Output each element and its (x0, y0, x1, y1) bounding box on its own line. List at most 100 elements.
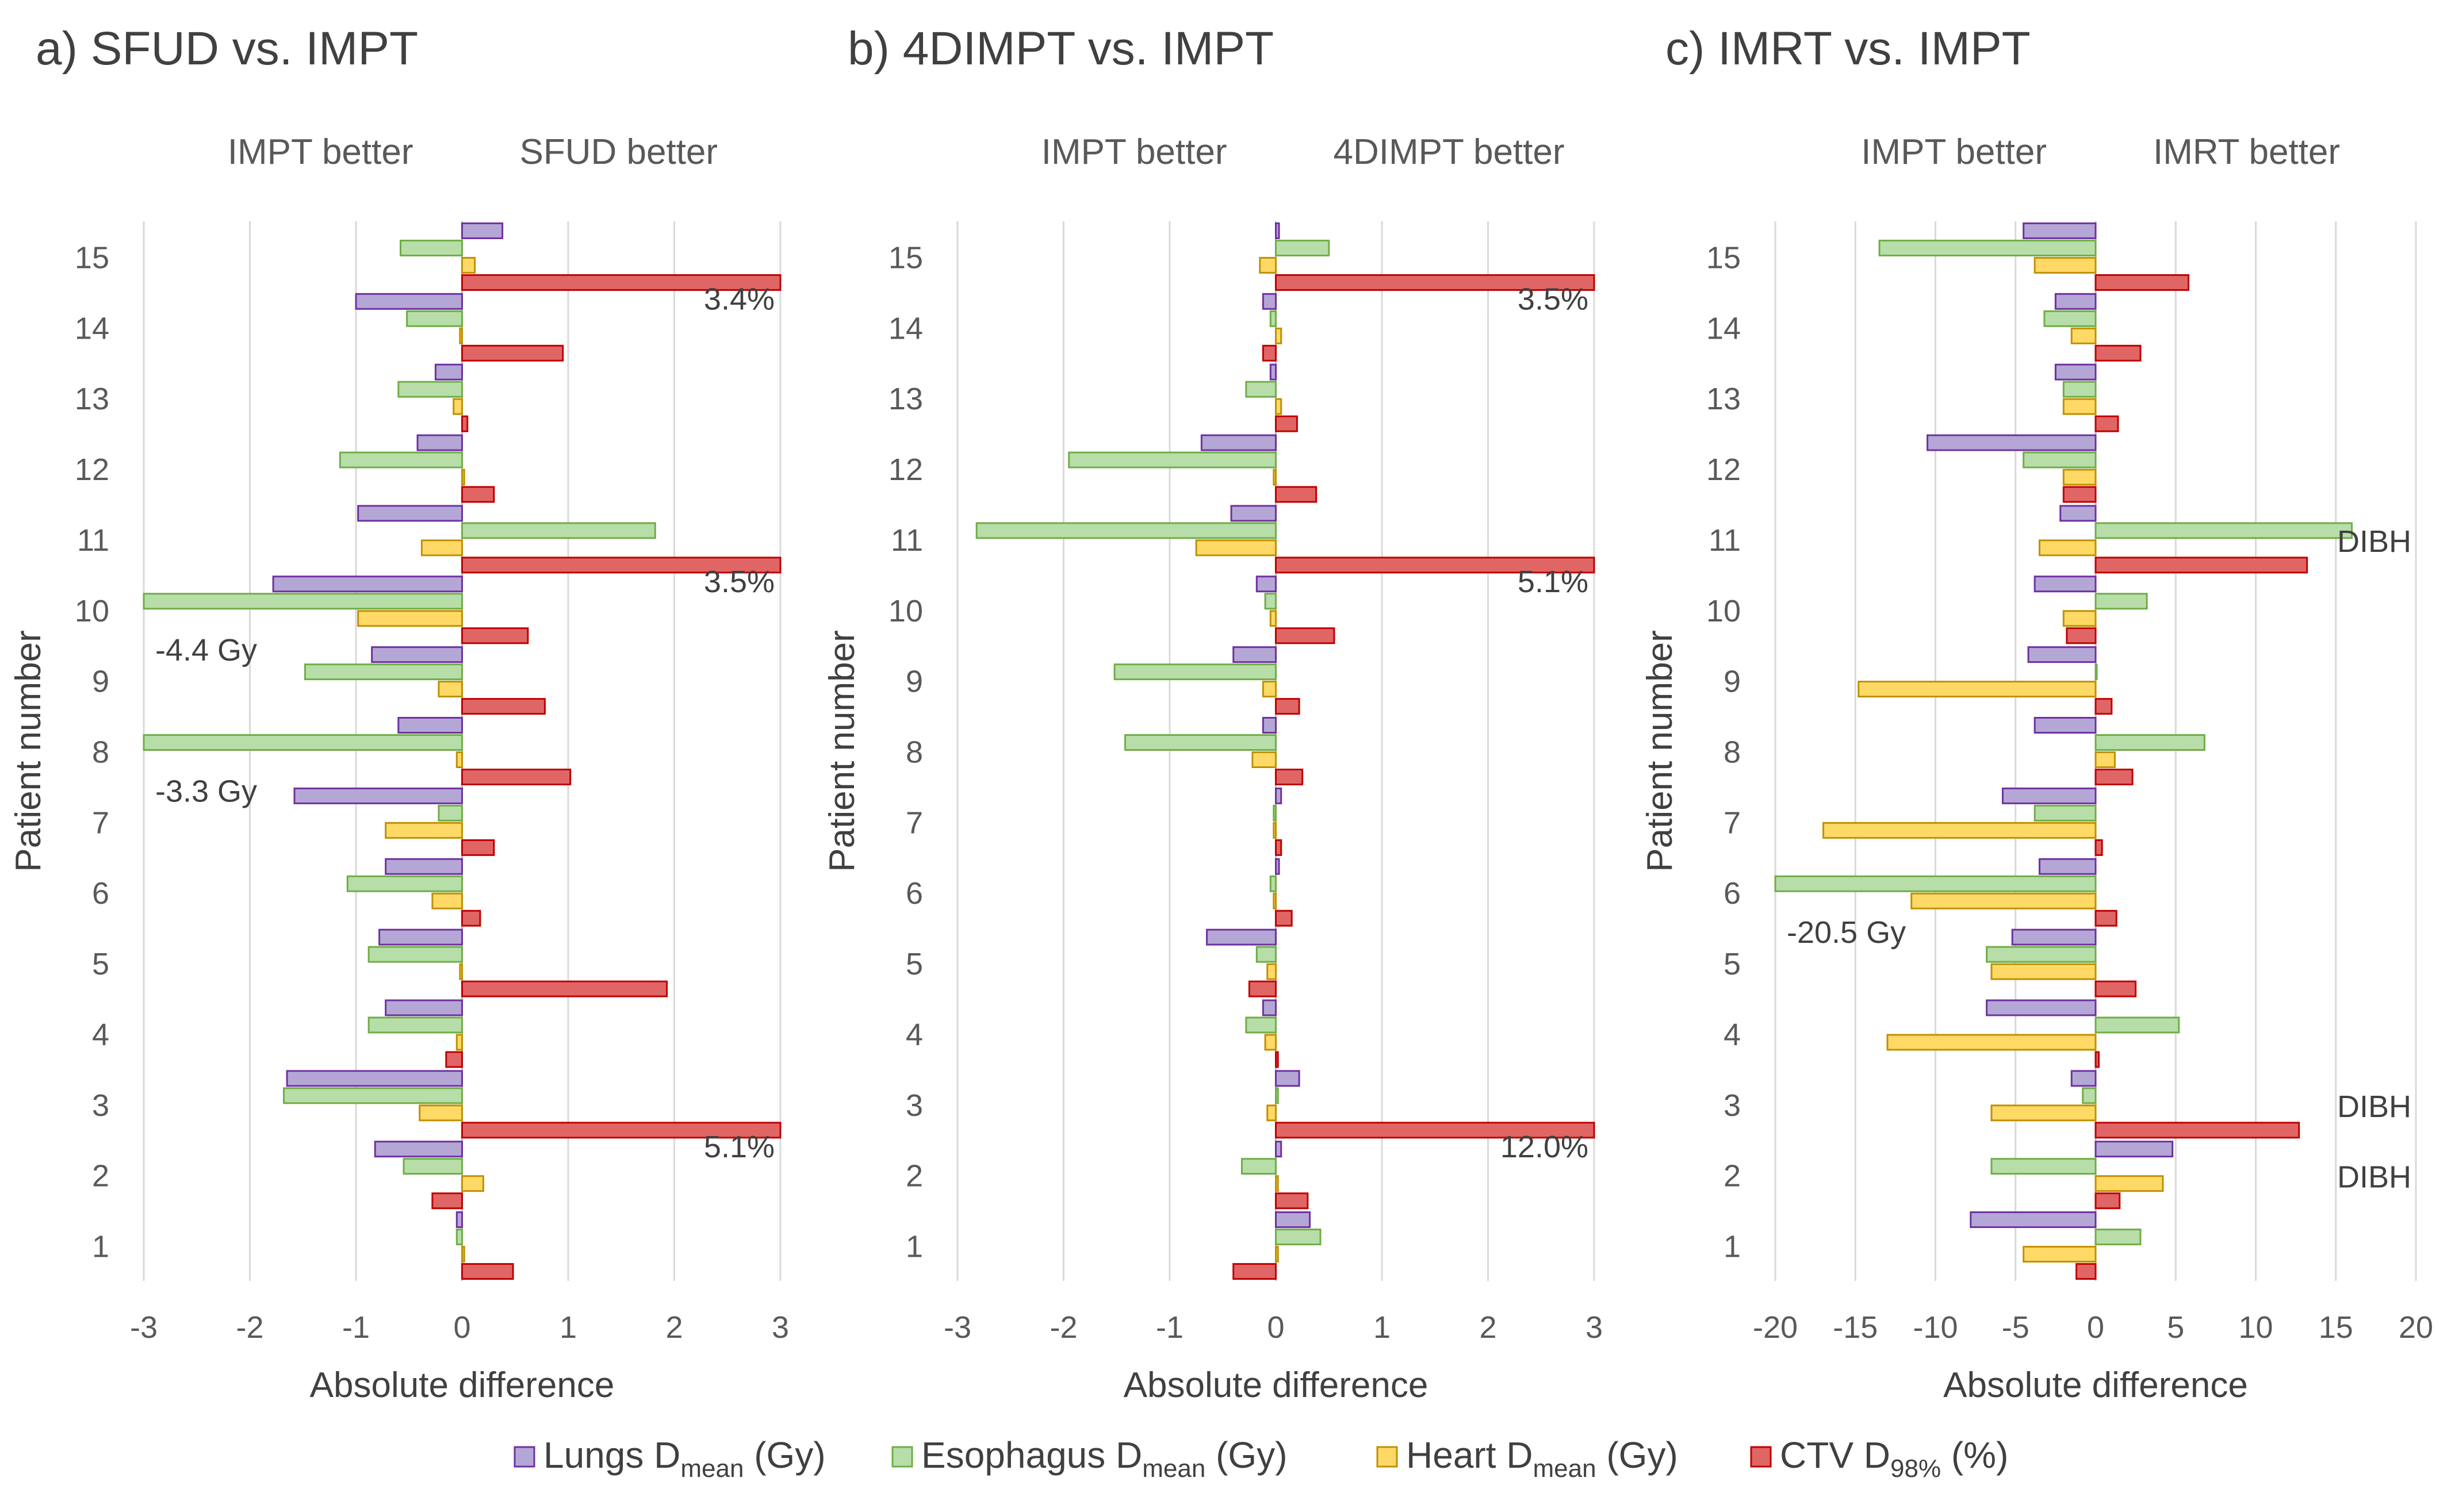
bar-ctv-patient-1 (1232, 1263, 1277, 1280)
bar-heart-patient-5 (459, 963, 463, 980)
bar-lungs-patient-5 (1206, 928, 1277, 946)
x-tick-label: -1 (342, 1310, 370, 1345)
panel-title: a) SFUD vs. IMPT (36, 22, 418, 75)
bar-ctv-patient-9 (2094, 698, 2113, 715)
y-tick-label: 4 (906, 1018, 923, 1052)
y-axis-title: Patient number (1640, 630, 1680, 872)
bar-esophagus-patient-7 (438, 804, 463, 822)
bar-lungs-patient-7 (1275, 787, 1282, 804)
bar-heart-patient-6 (1910, 892, 2097, 909)
bar-esophagus-patient-5 (367, 946, 464, 963)
bar-esophagus-patient-6 (1774, 875, 2097, 892)
y-tick-label: 7 (906, 805, 923, 840)
bar-lungs-patient-4 (1986, 999, 2097, 1016)
annotation-label: -20.5 Gy (1787, 915, 1906, 950)
bar-lungs-patient-2 (1275, 1141, 1282, 1158)
bar-esophagus-patient-5 (1255, 946, 1277, 963)
bar-ctv-patient-13 (1275, 415, 1298, 432)
bar-ctv-patient-3 (1275, 1122, 1595, 1139)
bar-ctv-patient-12 (1275, 486, 1318, 503)
bar-ctv-patient-7 (2094, 839, 2103, 856)
y-tick-label: 14 (889, 311, 923, 346)
bar-lungs-patient-3 (286, 1070, 463, 1087)
bar-esophagus-patient-13 (397, 381, 463, 398)
y-tick-label: 13 (1706, 382, 1741, 416)
bar-ctv-patient-3 (2094, 1122, 2300, 1139)
bar-ctv-patient-9 (461, 698, 546, 715)
bar-ctv-patient-13 (2094, 415, 2119, 432)
bar-heart-patient-13 (453, 398, 463, 415)
bar-ctv-patient-5 (1248, 980, 1277, 997)
bar-esophagus-patient-12 (1068, 451, 1277, 469)
bar-ctv-patient-2 (1275, 1192, 1309, 1210)
bar-heart-patient-9 (438, 681, 463, 698)
bar-lungs-patient-14 (2054, 293, 2097, 310)
bar-lungs-patient-9 (371, 646, 463, 663)
left-better-label: IMPT better (228, 132, 413, 172)
bar-lungs-patient-13 (1269, 363, 1277, 381)
legend-swatch-heart (1376, 1446, 1398, 1468)
panel-title: c) IMRT vs. IMPT (1665, 22, 2031, 75)
x-tick-label: 1 (560, 1310, 577, 1345)
x-tick-label: -2 (236, 1310, 263, 1345)
bar-heart-patient-11 (420, 539, 464, 557)
legend-swatch-esophagus (891, 1446, 913, 1468)
bar-esophagus-patient-3 (2082, 1087, 2097, 1104)
bar-esophagus-patient-12 (339, 451, 464, 469)
bar-lungs-patient-4 (1262, 999, 1277, 1016)
bar-esophagus-patient-15 (1878, 239, 2097, 256)
bar-ctv-patient-15 (2094, 274, 2190, 291)
y-tick-label: 5 (906, 947, 923, 981)
bar-heart-patient-6 (1273, 892, 1277, 909)
bar-heart-patient-14 (2070, 327, 2097, 344)
bar-esophagus-patient-14 (1269, 310, 1277, 327)
bar-heart-patient-8 (455, 751, 464, 768)
y-tick-label: 9 (906, 665, 923, 699)
bar-ctv-patient-8 (461, 769, 572, 785)
bar-heart-patient-15 (461, 256, 476, 274)
y-tick-label: 4 (1724, 1018, 1741, 1052)
bar-heart-patient-4 (455, 1034, 464, 1051)
x-tick-label: 5 (2167, 1310, 2184, 1345)
panel-title: b) 4DIMPT vs. IMPT (848, 22, 1274, 75)
bar-ctv-patient-5 (461, 980, 668, 997)
bar-heart-patient-9 (1262, 681, 1277, 698)
bar-esophagus-patient-2 (403, 1158, 464, 1175)
x-tick-label: -20 (1753, 1310, 1798, 1345)
bar-lungs-patient-8 (397, 717, 463, 734)
bar-heart-patient-3 (1990, 1104, 2097, 1122)
right-better-label: SFUD better (520, 132, 718, 172)
bar-lungs-patient-1 (1275, 1211, 1311, 1229)
bar-esophagus-patient-11 (461, 522, 656, 539)
x-tick-label: 2 (1479, 1310, 1496, 1345)
bar-esophagus-patient-1 (1275, 1229, 1322, 1246)
bar-heart-patient-15 (2033, 256, 2097, 274)
bar-ctv-patient-7 (461, 839, 495, 856)
y-tick-label: 1 (1724, 1230, 1741, 1264)
y-tick-label: 15 (75, 240, 109, 275)
bar-esophagus-patient-10 (1264, 593, 1277, 610)
bar-lungs-patient-9 (1232, 646, 1277, 663)
bar-ctv-patient-4 (2094, 1051, 2100, 1068)
bar-heart-patient-12 (2062, 469, 2097, 486)
bar-lungs-patient-6 (2039, 858, 2097, 875)
bar-esophagus-patient-4 (367, 1016, 464, 1034)
bar-esophagus-patient-1 (455, 1229, 464, 1246)
y-tick-label: 14 (1706, 311, 1741, 346)
x-tick-label: 0 (1267, 1310, 1284, 1345)
legend-swatch-ctv (1750, 1446, 1772, 1468)
bar-ctv-patient-2 (431, 1192, 464, 1210)
y-tick-label: 2 (1724, 1159, 1741, 1194)
bar-heart-patient-14 (459, 327, 463, 344)
y-tick-label: 6 (1724, 876, 1741, 911)
bar-heart-patient-15 (1259, 256, 1277, 274)
bar-heart-patient-8 (2094, 751, 2116, 768)
bar-ctv-patient-1 (2075, 1263, 2097, 1280)
bar-esophagus-patient-3 (1275, 1087, 1279, 1104)
x-axis-title: Absolute difference (1943, 1365, 2248, 1405)
bar-esophagus-patient-11 (2094, 522, 2353, 539)
bar-lungs-patient-1 (1970, 1211, 2097, 1229)
legend-label-ctv: CTV D98% (%) (1780, 1434, 2008, 1483)
annotation-label: 3.5% (1518, 282, 1588, 316)
